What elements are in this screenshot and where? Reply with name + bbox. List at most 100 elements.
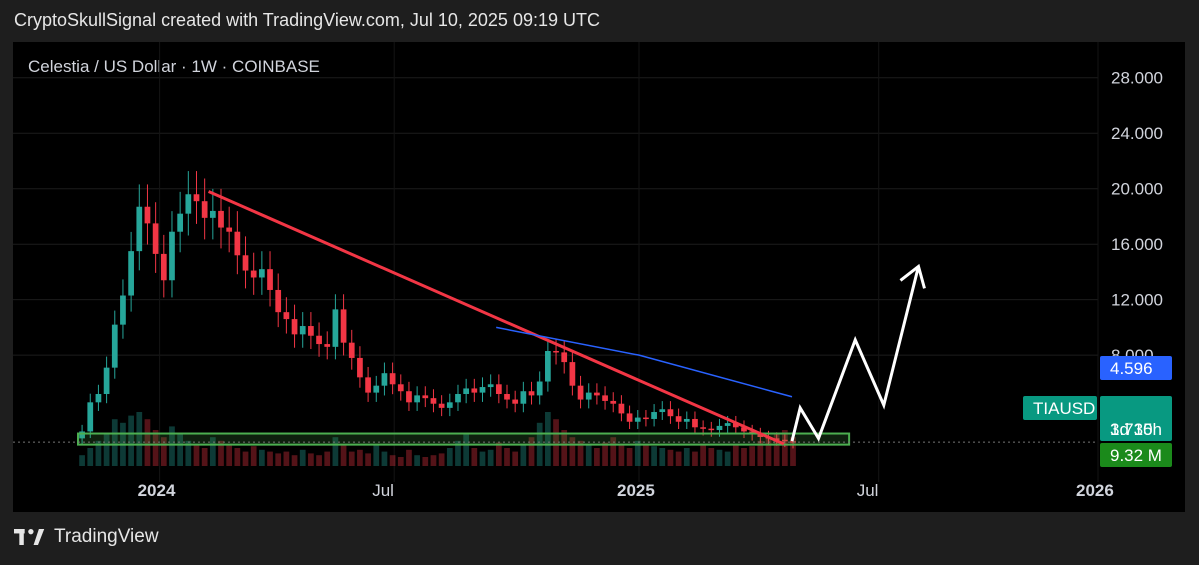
volume-bar xyxy=(381,451,388,466)
candle-body xyxy=(226,227,233,232)
candle-body xyxy=(169,231,175,281)
volume-bar xyxy=(218,440,224,466)
candle-body xyxy=(430,398,437,404)
last-price-tag-bg xyxy=(1100,396,1172,441)
volume-bar xyxy=(561,430,568,466)
candle-body xyxy=(332,309,339,347)
candle-body xyxy=(667,409,674,417)
ma-price-tag-text: 4.596 xyxy=(1110,359,1153,378)
symbol-tag: TIAUSD xyxy=(1023,396,1097,420)
grid xyxy=(13,42,1099,482)
volume-bar xyxy=(683,448,690,466)
candle-body xyxy=(504,394,510,400)
volume-bar xyxy=(152,430,159,466)
volume-bar xyxy=(177,433,184,466)
candle-body xyxy=(716,425,723,431)
volume-bar xyxy=(765,437,772,466)
candle-body xyxy=(561,352,568,363)
candle-body xyxy=(128,251,134,296)
candle-body xyxy=(773,438,780,440)
candle-body xyxy=(275,289,282,313)
moving-average-line xyxy=(496,326,793,398)
volume-bar xyxy=(160,437,167,466)
y-tick-label: 28.000 xyxy=(1111,69,1163,88)
candle-body xyxy=(643,417,649,420)
volume-bar xyxy=(757,440,764,466)
volume-bar xyxy=(569,437,576,466)
candle-body xyxy=(463,388,470,394)
candle-body xyxy=(414,395,420,403)
candle-body xyxy=(724,423,731,426)
volume-bar xyxy=(275,453,282,466)
candles xyxy=(79,171,796,449)
candle-body xyxy=(283,312,290,320)
volume-bar xyxy=(87,448,94,466)
candle-body xyxy=(545,351,551,382)
volume-bar xyxy=(545,412,551,466)
x-tick-label: 2025 xyxy=(617,481,655,500)
volume-bar xyxy=(667,449,674,466)
candle-body xyxy=(397,384,404,392)
downtrend-line xyxy=(207,190,785,446)
footer: TradingView xyxy=(14,526,159,548)
volume-bar xyxy=(169,426,175,466)
volume-bar xyxy=(185,440,192,466)
candle-body xyxy=(422,395,429,399)
candle-body xyxy=(218,210,224,228)
volume-bar xyxy=(732,444,739,466)
candle-body xyxy=(299,326,306,335)
candle-body xyxy=(553,351,559,353)
candle-body xyxy=(692,418,698,428)
candle-body xyxy=(177,213,184,232)
candle-body xyxy=(520,391,527,404)
volume-bar xyxy=(414,455,420,466)
projection-path xyxy=(790,266,920,442)
volume-bar xyxy=(259,449,265,466)
volume-bar xyxy=(577,440,584,466)
candle-body xyxy=(242,255,249,271)
volume-bar xyxy=(692,451,698,466)
volume-bar xyxy=(487,449,494,466)
candle-body xyxy=(193,194,200,202)
countdown-text: 3d 15h xyxy=(1110,420,1162,439)
candle-body xyxy=(610,400,617,404)
candle-body xyxy=(585,392,592,400)
volume-bar xyxy=(357,449,363,466)
candle-body xyxy=(152,223,159,254)
volume-bar xyxy=(463,433,470,466)
volume-bar xyxy=(675,451,682,466)
volume-bar xyxy=(299,449,306,466)
candle-body xyxy=(316,335,322,345)
volume-bar xyxy=(283,451,290,466)
candle-body xyxy=(618,403,625,414)
candle-body xyxy=(291,319,298,335)
volume-bar xyxy=(471,448,478,466)
candle-body xyxy=(373,385,380,393)
candle-body xyxy=(250,270,257,278)
volume-bar xyxy=(479,451,486,466)
chart-area[interactable]: Celestia / US Dollar · 1W · COINBASE 28.… xyxy=(13,42,1185,512)
volume-bar xyxy=(144,419,151,466)
candle-body xyxy=(602,395,608,401)
candle-body xyxy=(741,427,747,432)
price-chart[interactable]: Celestia / US Dollar · 1W · COINBASE 28.… xyxy=(13,42,1185,512)
candle-body xyxy=(471,388,478,393)
candle-body xyxy=(381,373,388,386)
candle-body xyxy=(495,384,502,394)
volume-bar xyxy=(610,437,617,466)
candle-body xyxy=(201,201,208,218)
candle-body xyxy=(757,434,764,437)
y-tick-label: 24.000 xyxy=(1111,124,1163,143)
x-tick-label: Jul xyxy=(372,481,394,500)
volume-bar xyxy=(397,457,404,466)
candle-body xyxy=(577,385,584,400)
candle-body xyxy=(259,269,265,278)
volume-bar xyxy=(226,444,233,466)
volume-bar xyxy=(438,453,445,466)
candle-body xyxy=(708,428,715,431)
volume-bar xyxy=(128,415,134,466)
volume-bar xyxy=(553,419,559,466)
candle-body xyxy=(569,362,576,386)
y-tick-label: 12.000 xyxy=(1111,291,1163,310)
x-tick-label: 2026 xyxy=(1076,481,1114,500)
